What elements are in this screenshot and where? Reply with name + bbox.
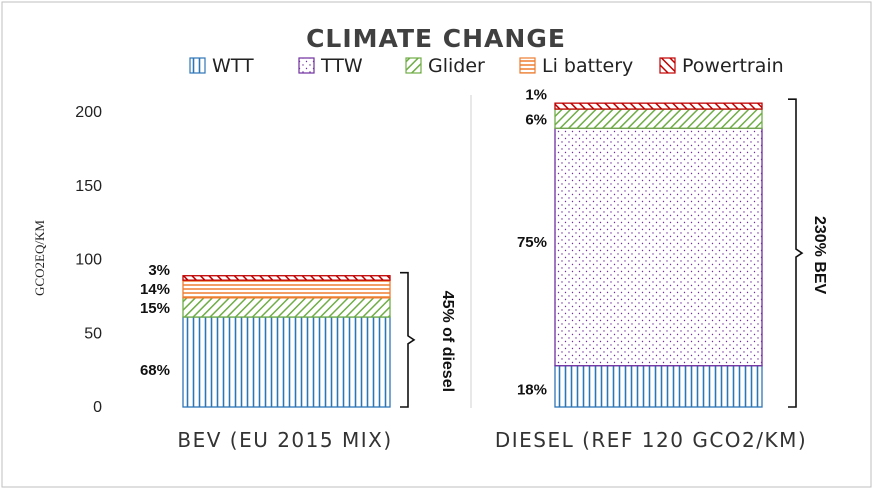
- segment-label-1-4: 1%: [525, 86, 547, 103]
- legend-label-0: WTT: [212, 55, 254, 77]
- y-axis-label: GCO2EQ/KM: [32, 220, 47, 296]
- legend-swatch-1: [298, 57, 315, 74]
- segment-label-1-2: 6%: [525, 111, 547, 128]
- bar-segment-0-0: [182, 316, 391, 408]
- segment-label-1-0: 18%: [517, 381, 547, 398]
- segment-label-0-4: 3%: [148, 262, 170, 279]
- category-label-1: DIESEL (REF 120 GCO2/KM): [495, 428, 807, 452]
- legend-label-2: Glider: [428, 55, 485, 77]
- y-axis-ticks: 0 50 100 150 200: [75, 104, 102, 416]
- bar-stack-0: [182, 275, 391, 408]
- y-tick-label-4: 200: [75, 104, 102, 121]
- legend-swatch-3: [519, 57, 536, 74]
- bar-stack-1: [554, 102, 763, 408]
- category-labels: BEV (EU 2015 MIX) DIESEL (REF 120 GCO2/KM…: [177, 428, 807, 452]
- segment-label-1-1: 75%: [517, 234, 547, 251]
- bar-segment-1-0: [554, 365, 763, 408]
- brace-0: [400, 271, 416, 408]
- category-label-0: BEV (EU 2015 MIX): [177, 428, 392, 452]
- chart-title: CLIMATE CHANGE: [306, 24, 566, 53]
- segment-label-0-3: 14%: [140, 281, 170, 298]
- legend-label-4: Powertrain: [682, 55, 784, 77]
- legend: WTT TTW Glider Li battery Powertrain: [189, 55, 784, 77]
- annotation-0: 45% of diesel: [439, 291, 456, 392]
- segment-label-0-0: 68%: [140, 362, 170, 379]
- bar-segment-0-4: [182, 275, 391, 281]
- y-tick-label-3: 150: [75, 178, 102, 195]
- legend-label-1: TTW: [320, 55, 363, 77]
- bar-segment-1-4: [554, 102, 763, 110]
- annotation-1: 230% BEV: [811, 216, 828, 295]
- bar-segment-1-2: [554, 108, 763, 129]
- y-tick-label-1: 50: [84, 325, 102, 342]
- bar-segment-0-3: [182, 279, 391, 299]
- bars: [182, 102, 763, 408]
- legend-swatch-4: [659, 57, 676, 74]
- y-tick-label-2: 100: [75, 252, 102, 269]
- segment-labels: 68% 15% 14% 3% 18% 75% 6% 1%: [140, 86, 547, 398]
- legend-label-3: Li battery: [542, 55, 633, 77]
- brace-1: [788, 98, 804, 408]
- braces: 45% of diesel 230% BEV: [400, 98, 828, 408]
- y-tick-label-0: 0: [93, 399, 102, 416]
- segment-label-0-2: 15%: [140, 300, 170, 317]
- bar-segment-0-2: [182, 297, 391, 318]
- legend-swatch-0: [189, 57, 206, 74]
- legend-swatch-2: [405, 57, 422, 74]
- bar-segment-1-1: [554, 127, 763, 367]
